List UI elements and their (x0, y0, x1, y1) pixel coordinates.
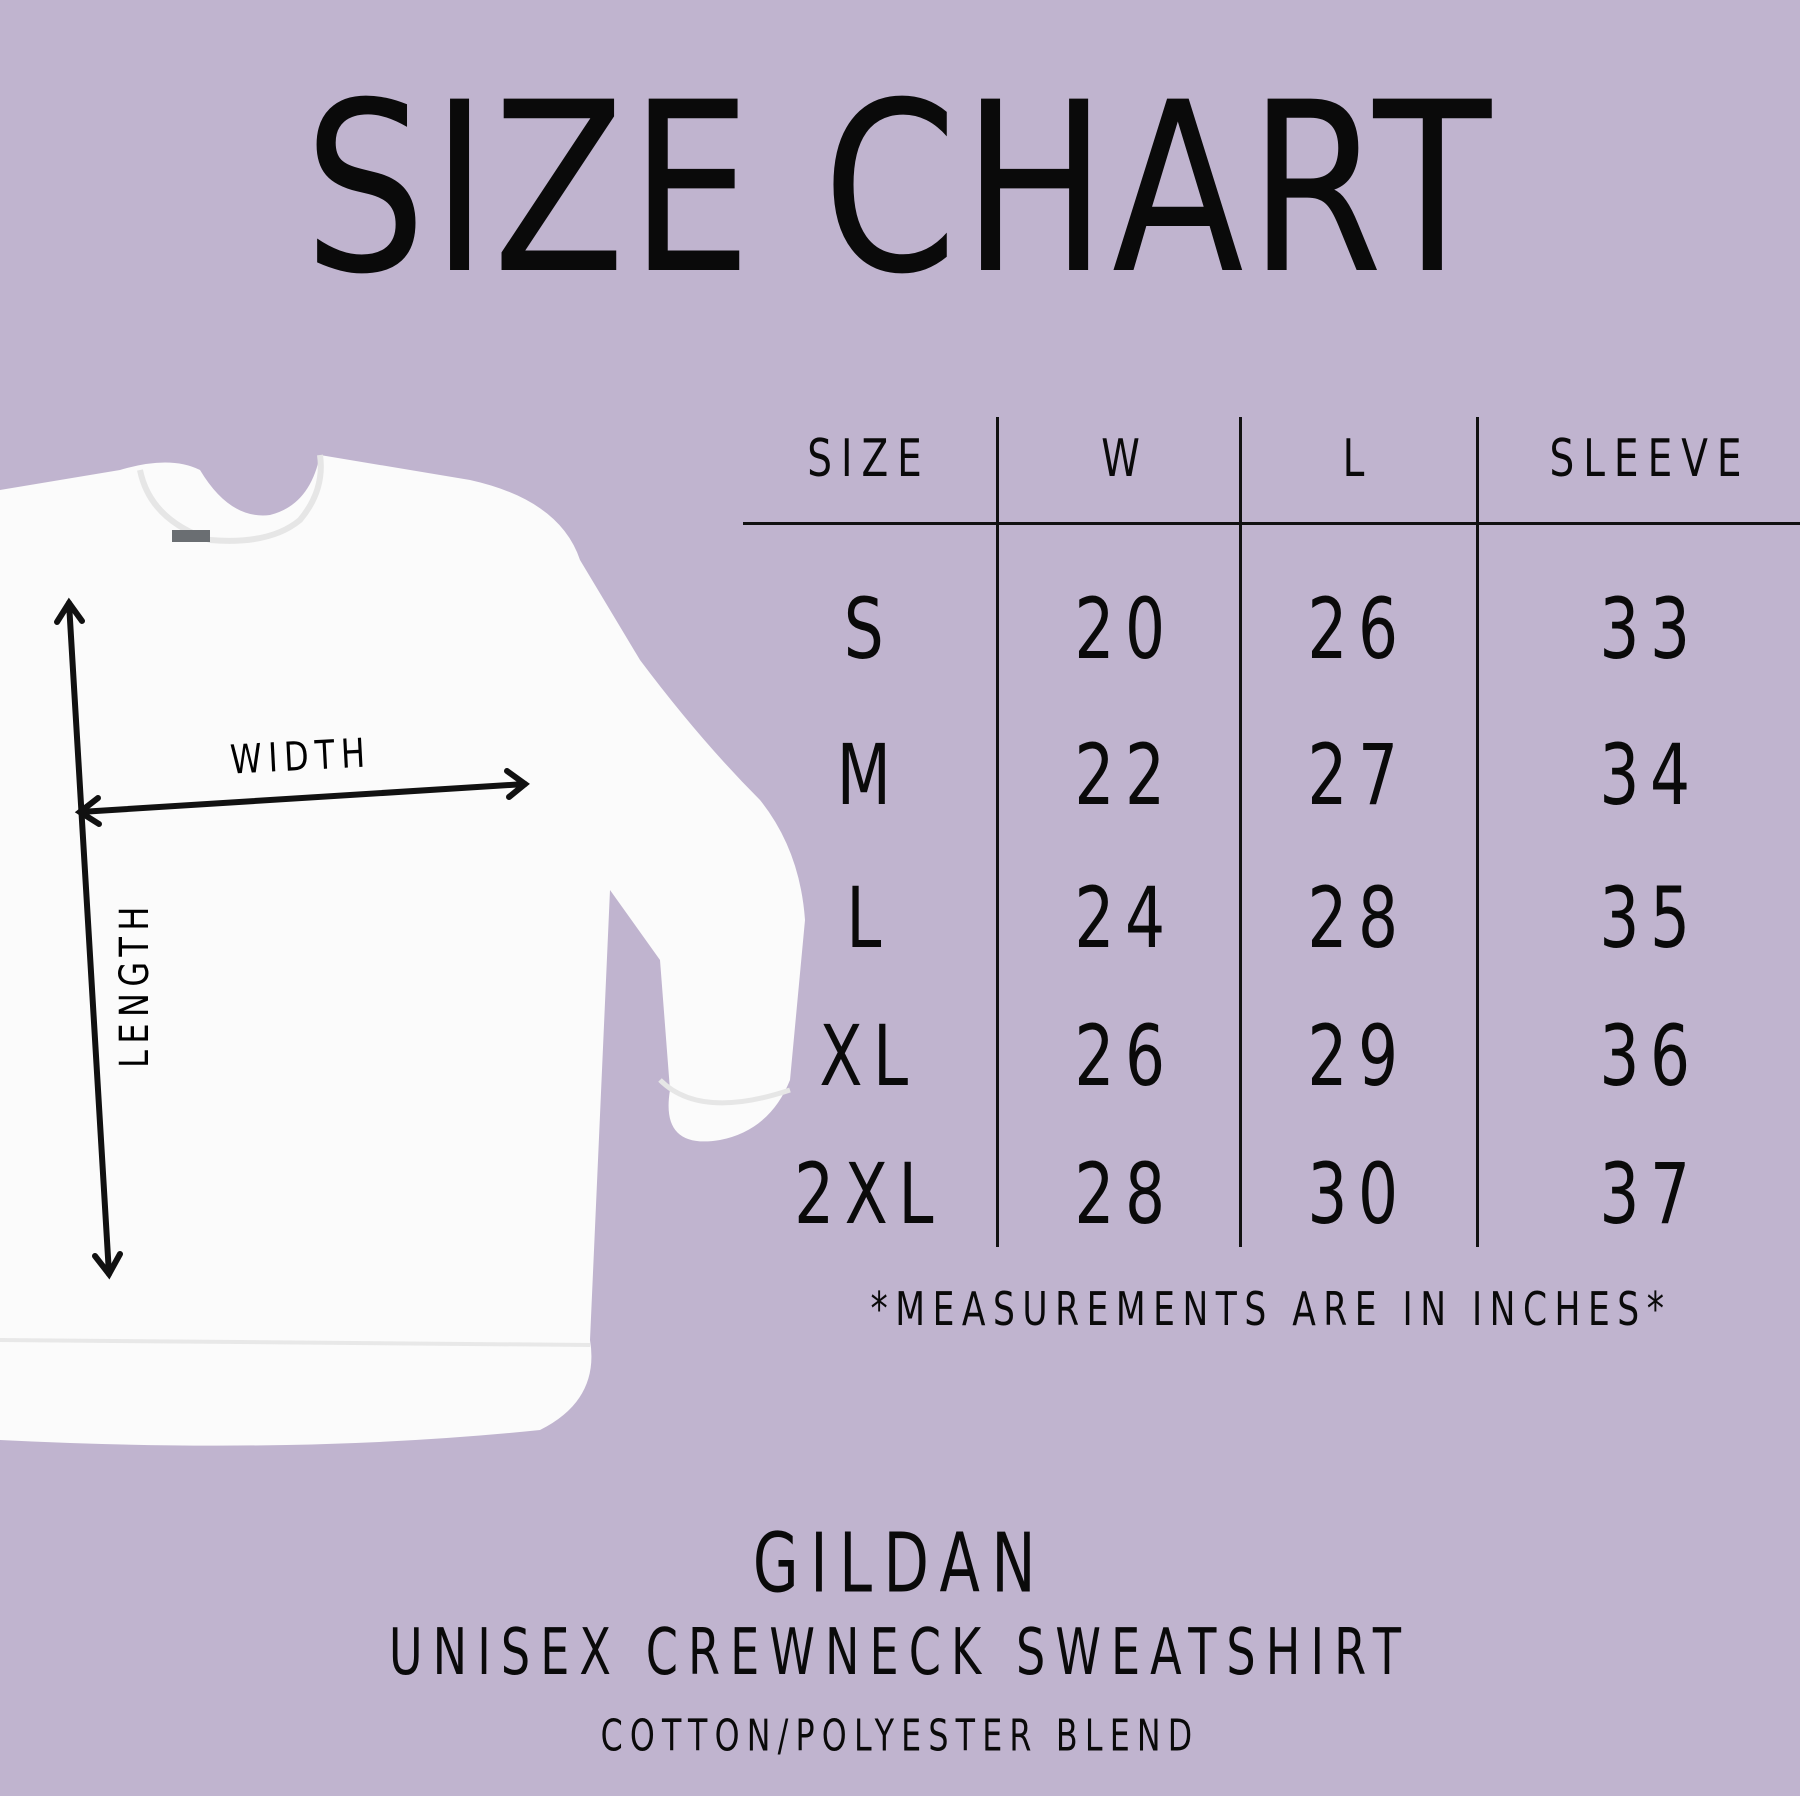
cell-width: 24 (1074, 869, 1176, 967)
header-length: L (1342, 429, 1374, 489)
width-arrow (74, 768, 530, 827)
cell-sleeve: 36 (1599, 1007, 1701, 1105)
sweatshirt-collar (137, 454, 324, 544)
cell-width: 26 (1074, 1007, 1176, 1105)
column-divider (1239, 417, 1242, 1247)
page-title: SIZE CHART (303, 53, 1497, 326)
cell-size: 2XL (794, 1145, 944, 1243)
cell-width: 28 (1074, 1145, 1176, 1243)
sleeve-cuff (658, 1078, 791, 1106)
cell-size: M (836, 726, 902, 824)
cell-size: L (846, 869, 892, 967)
cell-length: 28 (1307, 869, 1409, 967)
length-label: LENGTH (110, 900, 157, 1068)
cell-length: 30 (1307, 1145, 1409, 1243)
cell-width: 20 (1074, 580, 1176, 678)
sweatshirt-image: WIDTH LENGTH (0, 454, 805, 1446)
cell-sleeve: 35 (1599, 869, 1701, 967)
sweatshirt-body (0, 455, 805, 1446)
measurement-note: *MEASUREMENTS ARE IN INCHES* (870, 1282, 1672, 1336)
header-sleeve: SLEEVE (1549, 429, 1751, 489)
cell-length: 27 (1307, 726, 1409, 824)
header-width: W (1101, 429, 1149, 489)
material: COTTON/POLYESTER BLEND (600, 1710, 1200, 1762)
cell-sleeve: 34 (1599, 726, 1701, 824)
sweatshirt-tag (172, 530, 210, 542)
width-label: WIDTH (229, 729, 373, 784)
header-size: SIZE (807, 429, 931, 489)
cell-width: 22 (1074, 726, 1176, 824)
sweatshirt-hem (0, 1338, 591, 1347)
cell-size: XL (819, 1007, 919, 1105)
cell-length: 29 (1307, 1007, 1409, 1105)
cell-length: 26 (1307, 580, 1409, 678)
cell-sleeve: 37 (1599, 1145, 1701, 1243)
product-name: UNISEX CREWNECK SWEATSHIRT (388, 1616, 1412, 1690)
cell-sleeve: 33 (1599, 580, 1701, 678)
brand-name: GILDAN (752, 1516, 1048, 1612)
column-divider (996, 417, 999, 1247)
bottom-border (0, 1796, 1800, 1800)
header-divider (743, 522, 1800, 525)
length-arrow (54, 597, 123, 1280)
cell-size: S (843, 580, 895, 678)
column-divider (1476, 417, 1479, 1247)
